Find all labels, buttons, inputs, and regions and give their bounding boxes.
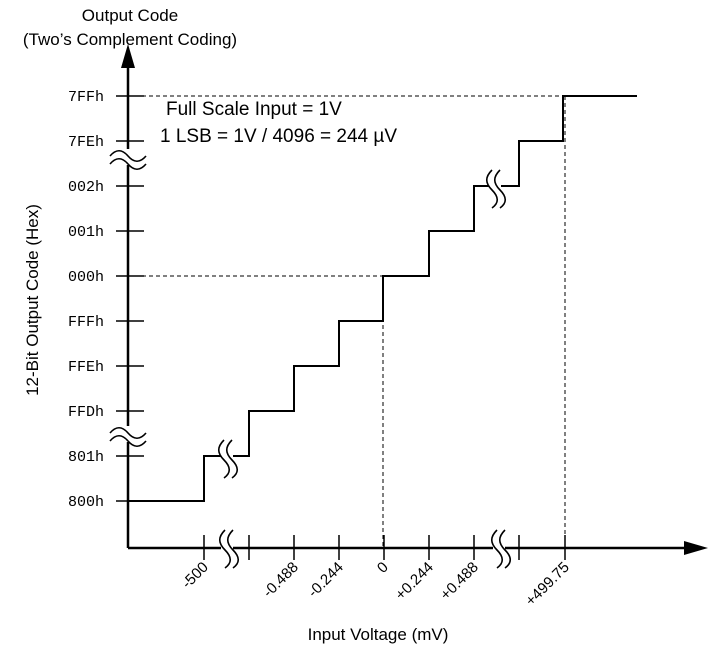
y-tick-label-800h: 800h [68, 494, 104, 511]
x-tick-label-0244n: -0.244 [305, 559, 347, 601]
x-tick-label-0488n: -0.488 [260, 559, 302, 601]
x-tick-label-500n: -500 [179, 559, 212, 592]
stair-break-upper-icon [485, 169, 507, 209]
y-tick-label-ffeh: FFEh [68, 359, 104, 376]
x-ticks [203, 535, 566, 560]
y-tick-labels: 800h 801h FFDh FFEh FFFh 000h 001h 002h … [68, 89, 104, 511]
y-tick-label-fffh: FFFh [68, 314, 104, 331]
x-tick-label-0244p: +0.244 [392, 559, 437, 604]
stair-break-lower-icon [217, 439, 239, 479]
stair-segment-middle [232, 185, 490, 457]
y-tick-label-002h: 002h [68, 179, 104, 196]
chart-title-line2: (Two’s Complement Coding) [23, 30, 237, 49]
y-tick-label-ffdh: FFDh [68, 404, 104, 421]
y-tick-label-7feh: 7FEh [68, 134, 104, 151]
y-axis-label: 12-Bit Output Code (Hex) [23, 204, 42, 396]
x-axis-break-right-icon [490, 529, 512, 569]
x-tick-label-zero: 0 [374, 559, 392, 577]
axis-break-symbols [109, 149, 512, 569]
chart-title-line1: Output Code [82, 6, 178, 25]
x-tick-label-49975: +499.75 [522, 559, 573, 610]
y-axis-break-upper-icon [109, 149, 147, 171]
x-tick-labels: -500 -0.488 -0.244 0 +0.244 +0.488 +499.… [179, 559, 573, 610]
y-axis-break-lower-icon [109, 426, 147, 448]
x-axis [128, 541, 708, 555]
annotation-lsb: 1 LSB = 1V / 4096 = 244 µV [160, 126, 397, 147]
stair-segment-low [128, 455, 222, 502]
x-tick-label-0488p: +0.488 [437, 559, 482, 604]
y-tick-label-001h: 001h [68, 224, 104, 241]
y-tick-label-7ffh: 7FFh [68, 89, 104, 106]
x-axis-break-left-icon [218, 529, 240, 569]
y-tick-label-801h: 801h [68, 449, 104, 466]
x-axis-label: Input Voltage (mV) [308, 625, 449, 644]
y-ticks [116, 95, 144, 502]
annotation-full-scale: Full Scale Input = 1V [166, 99, 342, 120]
y-tick-label-000h: 000h [68, 269, 104, 286]
stair-segment-high [500, 95, 637, 187]
y-axis [121, 44, 135, 548]
series-transfer-function [128, 95, 637, 502]
